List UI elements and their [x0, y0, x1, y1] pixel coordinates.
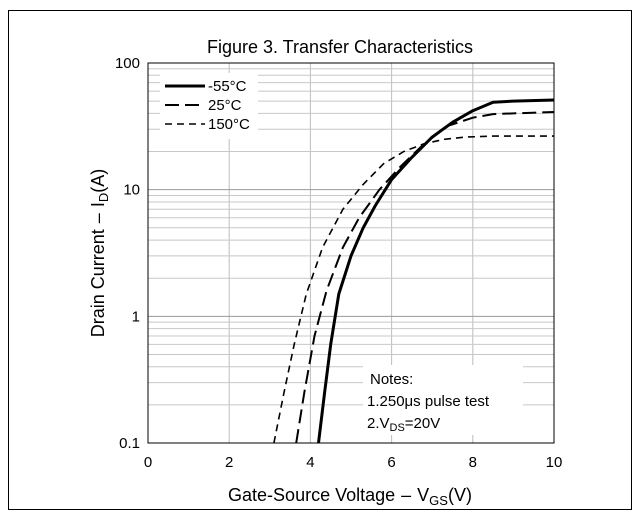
legend-label-150c: 150°C	[208, 116, 250, 133]
y-tick-label: 1	[132, 308, 140, 325]
series-layer	[273, 98, 555, 444]
figure-frame	[8, 10, 632, 510]
series-line-0	[317, 98, 555, 444]
x-tick-label: 6	[387, 454, 395, 471]
y-tick-labels: 0.1 1 10 100	[115, 55, 140, 452]
x-axis-label: Gate-Source Voltage – VGS(V)	[228, 485, 472, 508]
x-tick-label: 4	[306, 454, 314, 471]
y-tick-label: 100	[115, 55, 140, 72]
notes-line-1: 1.250μs pulse test	[367, 393, 490, 410]
notes-heading: Notes:	[370, 371, 413, 388]
x-tick-label: 10	[546, 454, 563, 471]
series-line-1	[295, 111, 555, 444]
legend: -55°C 25°C 150°C	[160, 73, 258, 139]
legend-label-55c: -55°C	[208, 78, 247, 95]
series-line-2	[273, 135, 554, 444]
notes-box: Notes: 1.250μs pulse test 2.VDS=20V	[363, 365, 523, 435]
y-tick-label: 10	[123, 182, 140, 199]
notes-line-2: 2.VDS=20V	[367, 415, 440, 434]
y-tick-label: 0.1	[119, 435, 140, 452]
legend-label-25c: 25°C	[208, 97, 242, 114]
plot-area-border	[147, 62, 555, 444]
x-tick-label: 8	[469, 454, 477, 471]
y-axis-label: Drain Current–ID(A)	[88, 169, 111, 337]
x-tick-labels: 0 2 4 6 8 10	[144, 454, 563, 471]
x-tick-label: 0	[144, 454, 152, 471]
x-tick-label: 2	[225, 454, 233, 471]
notes-background	[363, 365, 523, 435]
chart-title: Figure 3. Transfer Characteristics	[207, 37, 473, 57]
